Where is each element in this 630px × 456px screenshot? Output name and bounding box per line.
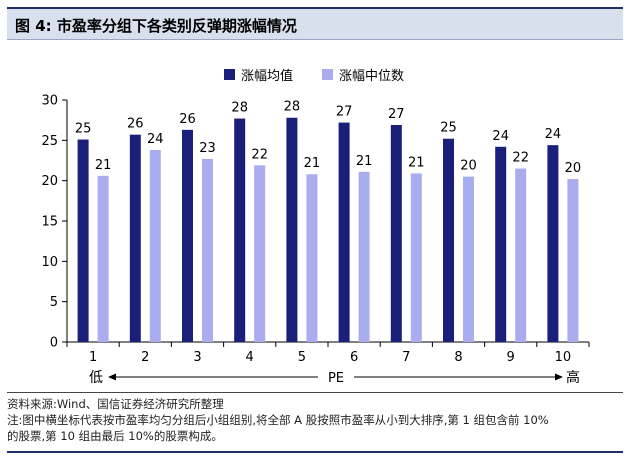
figure-title-bar: 图 4: 市盈率分组下各类别反弹期涨幅情况 (7, 7, 623, 40)
y-tick-label: 30 (41, 94, 58, 109)
bar-mean (129, 134, 141, 342)
y-tick-label: 10 (41, 255, 58, 270)
data-label-median: 22 (251, 147, 268, 162)
data-label-mean: 24 (492, 129, 509, 144)
legend-swatch-median (322, 68, 333, 80)
bar-mean (338, 122, 350, 342)
x-axis: 1 2 3 4 5 6 7 8 9 10 (66, 341, 590, 365)
legend-label-median: 涨幅中位数 (339, 68, 405, 84)
data-label-median: 20 (565, 161, 582, 176)
data-label-mean: 27 (388, 107, 405, 122)
data-label-mean: 25 (75, 122, 92, 137)
bar-labels: 25 26 26 28 28 27 27 25 24 24 21 24 23 22 21 21 21 20 22 20 (75, 100, 581, 176)
bar-median (567, 179, 579, 342)
x-tick-label: 2 (141, 350, 149, 365)
y-tick-label: 20 (41, 174, 58, 189)
data-label-mean: 26 (179, 112, 196, 127)
bar-mean (234, 118, 246, 342)
x-tick-label: 3 (193, 350, 201, 365)
legend-item-median: 涨幅中位数 (322, 64, 404, 84)
data-label-median: 21 (408, 155, 425, 170)
data-label-mean: 24 (545, 127, 562, 142)
bottom-rule (7, 451, 623, 453)
x-tick-label: 10 (555, 350, 572, 365)
figure-notes: 资料来源:Wind、国信证券经济研究所整理 注:图中横坐标代表按市盈率均匀分组后… (7, 392, 623, 444)
pe-arrow-left-head (108, 373, 116, 381)
chart-legend: 涨幅均值 涨幅中位数 (0, 64, 630, 84)
data-label-median: 21 (95, 158, 112, 173)
bar-median (202, 158, 213, 342)
bar-median (515, 168, 527, 342)
data-label-median: 22 (512, 151, 529, 166)
bar-mean (77, 139, 89, 342)
y-tick-label: 0 (50, 336, 58, 351)
bars (77, 117, 579, 342)
pe-arrow-right-head (555, 373, 563, 381)
bar-mean (495, 146, 507, 342)
source-note: 资料来源:Wind、国信证券经济研究所整理 (7, 397, 224, 411)
data-label-mean: 25 (440, 121, 457, 136)
bar-median (97, 175, 109, 342)
data-label-mean: 27 (336, 105, 353, 120)
bar-median (358, 171, 370, 342)
pe-high-label: 高 (566, 369, 580, 386)
note-line-2: 的股票,第 10 组由最后 10%的股票构成。 (7, 429, 223, 443)
data-label-median: 21 (356, 154, 373, 169)
bar-mean (390, 125, 402, 342)
legend-label-mean: 涨幅均值 (241, 68, 294, 84)
data-label-median: 20 (460, 159, 477, 174)
y-tick-label: 25 (41, 134, 58, 149)
bar-mean (182, 129, 193, 342)
pe-low-label: 低 (89, 370, 103, 386)
data-label-median: 23 (199, 141, 216, 156)
y-tick-label: 5 (50, 295, 58, 310)
x-tick-label: 8 (454, 350, 462, 365)
x-tick-label: 7 (402, 350, 410, 365)
x-tick-label: 6 (350, 350, 358, 365)
x-tick-label: 9 (507, 350, 515, 365)
data-label-mean: 28 (284, 100, 301, 115)
y-axis: 0 5 10 15 20 25 30 (41, 94, 68, 351)
pe-direction-axis: 低 高 PE (89, 369, 580, 386)
bar-median (254, 165, 266, 342)
bar-mean (286, 117, 298, 342)
data-label-mean: 28 (231, 101, 248, 116)
bar-mean (443, 138, 454, 342)
figure-title: 图 4: 市盈率分组下各类别反弹期涨幅情况 (15, 17, 297, 35)
data-label-median: 24 (147, 132, 164, 147)
x-tick-label: 4 (246, 350, 254, 365)
x-tick-label: 5 (298, 350, 306, 365)
data-label-mean: 26 (127, 117, 144, 132)
x-tick-label: 1 (89, 350, 97, 365)
legend-swatch-mean (224, 68, 235, 80)
pe-middle-label: PE (328, 371, 344, 386)
note-line-1: 注:图中横坐标代表按市盈率均匀分组后小组组别,将全部 A 股按照市盈率从小到大排… (7, 413, 549, 427)
bar-mean (547, 145, 559, 342)
y-tick-label: 15 (41, 215, 58, 230)
bar-median (463, 176, 474, 342)
bar-median (410, 173, 422, 342)
bar-median (149, 150, 161, 342)
data-label-median: 21 (304, 156, 321, 171)
legend-item-mean: 涨幅均值 (224, 64, 293, 84)
bar-median (306, 174, 318, 342)
